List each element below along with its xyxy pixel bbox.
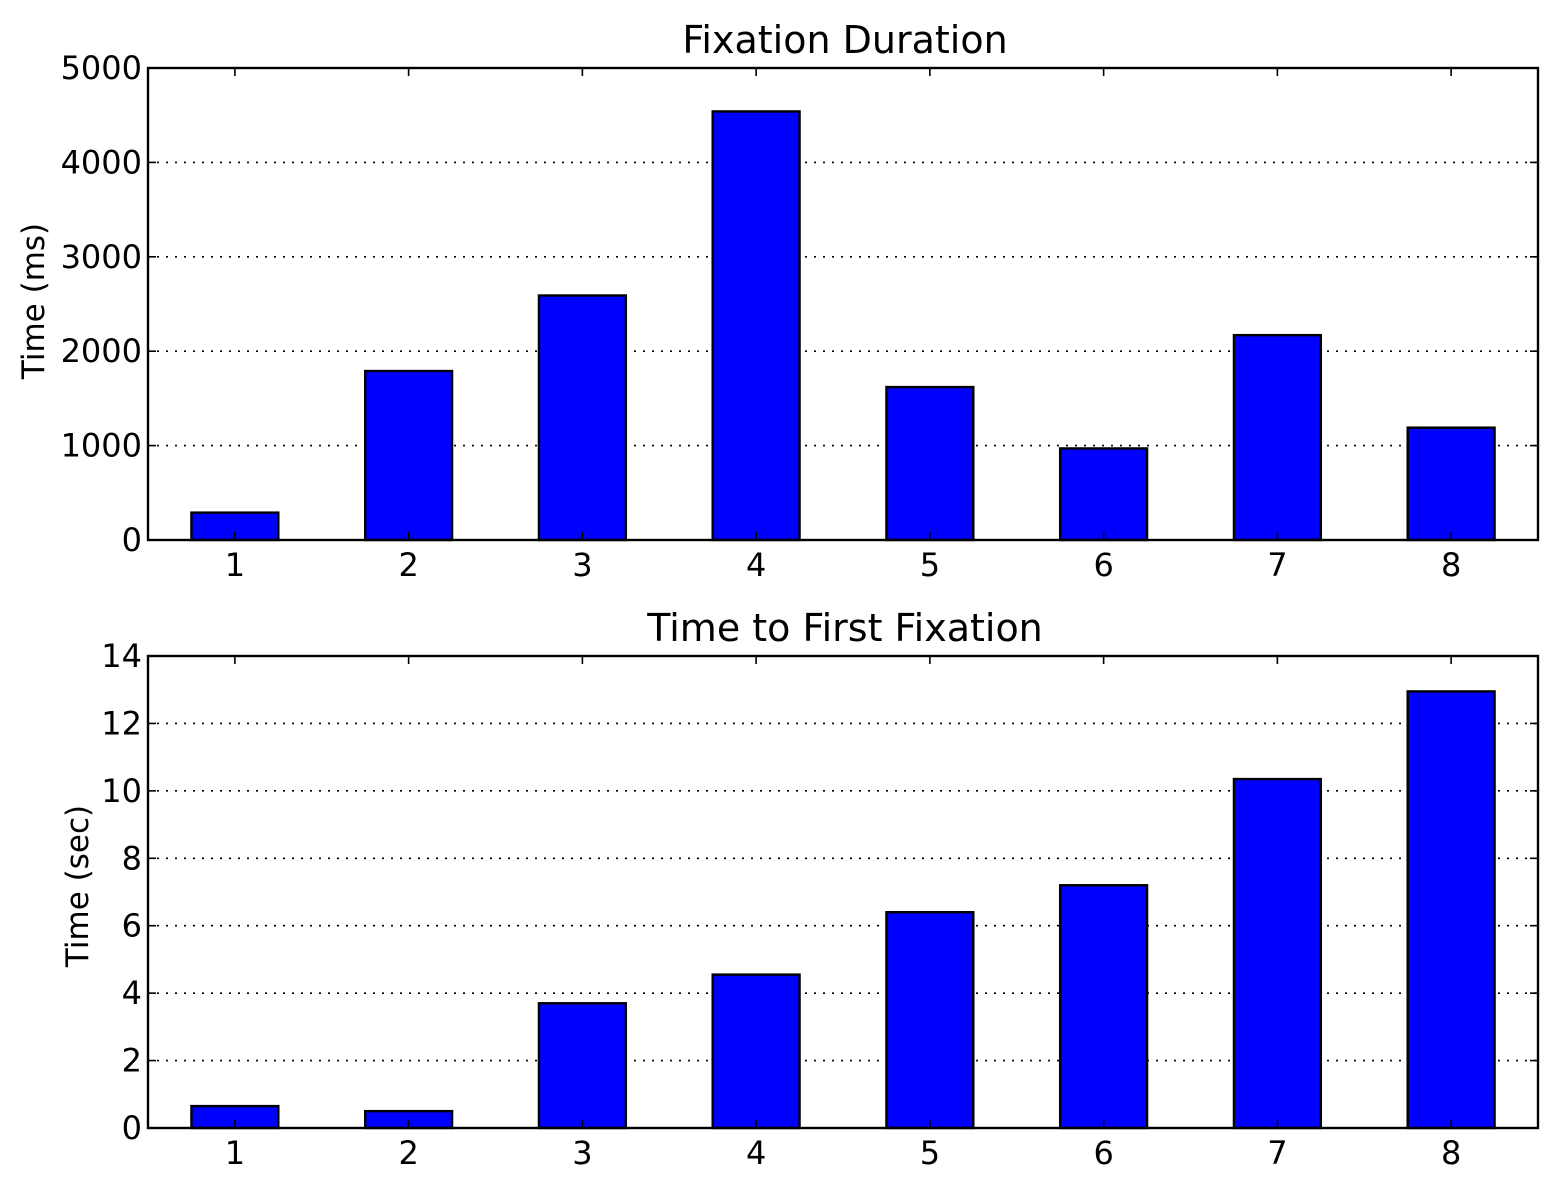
x-tick-label: 3	[572, 546, 592, 584]
axes-frame	[146, 654, 1540, 1130]
y-tick-label: 2000	[61, 332, 142, 370]
bars	[190, 110, 1496, 542]
x-tick-label: 1	[225, 546, 245, 584]
bar	[537, 294, 628, 542]
bar	[537, 1002, 628, 1130]
x-tick-labels: 1 2 3 4 5 6 7 8	[225, 1134, 1462, 1172]
grid-lines	[148, 161, 1538, 447]
chart-title: Fixation Duration	[682, 18, 1007, 62]
x-tick-label: 2	[398, 1134, 418, 1172]
x-tick-label: 7	[1267, 546, 1287, 584]
x-tick-labels: 1 2 3 4 5 6 7 8	[225, 546, 1462, 584]
y-tick-label: 2	[122, 1042, 142, 1080]
y-tick-label: 5000	[61, 49, 142, 87]
bar	[711, 973, 801, 1130]
x-tick-label: 2	[398, 546, 418, 584]
x-tick-label: 5	[920, 1134, 940, 1172]
y-tick-label: 3000	[61, 238, 142, 276]
bar	[1232, 333, 1323, 542]
x-tick-label: 6	[1093, 1134, 1113, 1172]
y-axis-label: Time (sec)	[60, 805, 96, 968]
x-tick-label: 8	[1441, 546, 1461, 584]
x-tick-label: 6	[1093, 546, 1113, 584]
bar	[363, 369, 454, 542]
bar	[1406, 426, 1496, 542]
y-tick-label: 4	[122, 974, 142, 1012]
bar	[885, 385, 975, 542]
y-tick-labels: 0 1000 2000 3000 4000 5000	[61, 49, 142, 559]
tick-marks	[148, 67, 1538, 541]
y-tick-label: 8	[122, 839, 142, 877]
y-tick-label: 10	[101, 772, 142, 810]
bar	[885, 911, 975, 1130]
x-tick-label: 8	[1441, 1134, 1461, 1172]
bar	[1058, 447, 1149, 542]
x-tick-label: 3	[572, 1134, 592, 1172]
x-tick-label: 5	[920, 546, 940, 584]
time-to-first-fixation-chart: Time to First Fixation Time (sec) 024681…	[60, 606, 1540, 1172]
y-tick-label: 0	[122, 521, 142, 559]
x-tick-label: 7	[1267, 1134, 1287, 1172]
y-tick-label: 4000	[61, 143, 142, 181]
bar	[1406, 690, 1496, 1130]
x-tick-label: 4	[746, 546, 766, 584]
y-tick-labels: 0 2 4 6 8 10 12 14	[101, 637, 142, 1147]
y-tick-label: 0	[122, 1109, 142, 1147]
grid-lines	[148, 722, 1538, 1062]
y-tick-label: 12	[101, 704, 142, 742]
y-tick-label: 6	[122, 907, 142, 945]
x-tick-label: 4	[746, 1134, 766, 1172]
axes-frame	[146, 66, 1540, 542]
bars	[190, 690, 1496, 1130]
y-axis-label: Time (ms)	[16, 223, 52, 380]
bar	[711, 110, 801, 542]
x-tick-label: 1	[225, 1134, 245, 1172]
chart-title: Time to First Fixation	[646, 606, 1043, 650]
tick-marks	[148, 655, 1538, 1129]
bar	[1058, 884, 1149, 1130]
y-tick-label: 14	[101, 637, 142, 675]
y-tick-label: 1000	[61, 427, 142, 465]
fixation-duration-chart: Fixation Duration Time (ms) 0 1000 2000 300…	[16, 18, 1540, 584]
bar	[1232, 777, 1323, 1130]
